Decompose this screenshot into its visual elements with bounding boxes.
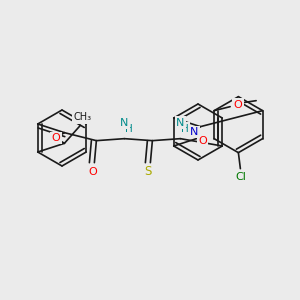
Text: N: N bbox=[176, 118, 184, 128]
Text: H: H bbox=[181, 124, 188, 134]
Text: N: N bbox=[120, 118, 129, 128]
Text: Cl: Cl bbox=[235, 172, 246, 182]
Text: O: O bbox=[234, 100, 242, 110]
Text: S: S bbox=[145, 165, 152, 178]
Text: O: O bbox=[198, 136, 207, 146]
Text: O: O bbox=[52, 133, 60, 143]
Text: H: H bbox=[124, 124, 132, 134]
Text: CH₃: CH₃ bbox=[73, 112, 92, 122]
Text: N: N bbox=[190, 127, 198, 137]
Text: O: O bbox=[88, 167, 97, 177]
